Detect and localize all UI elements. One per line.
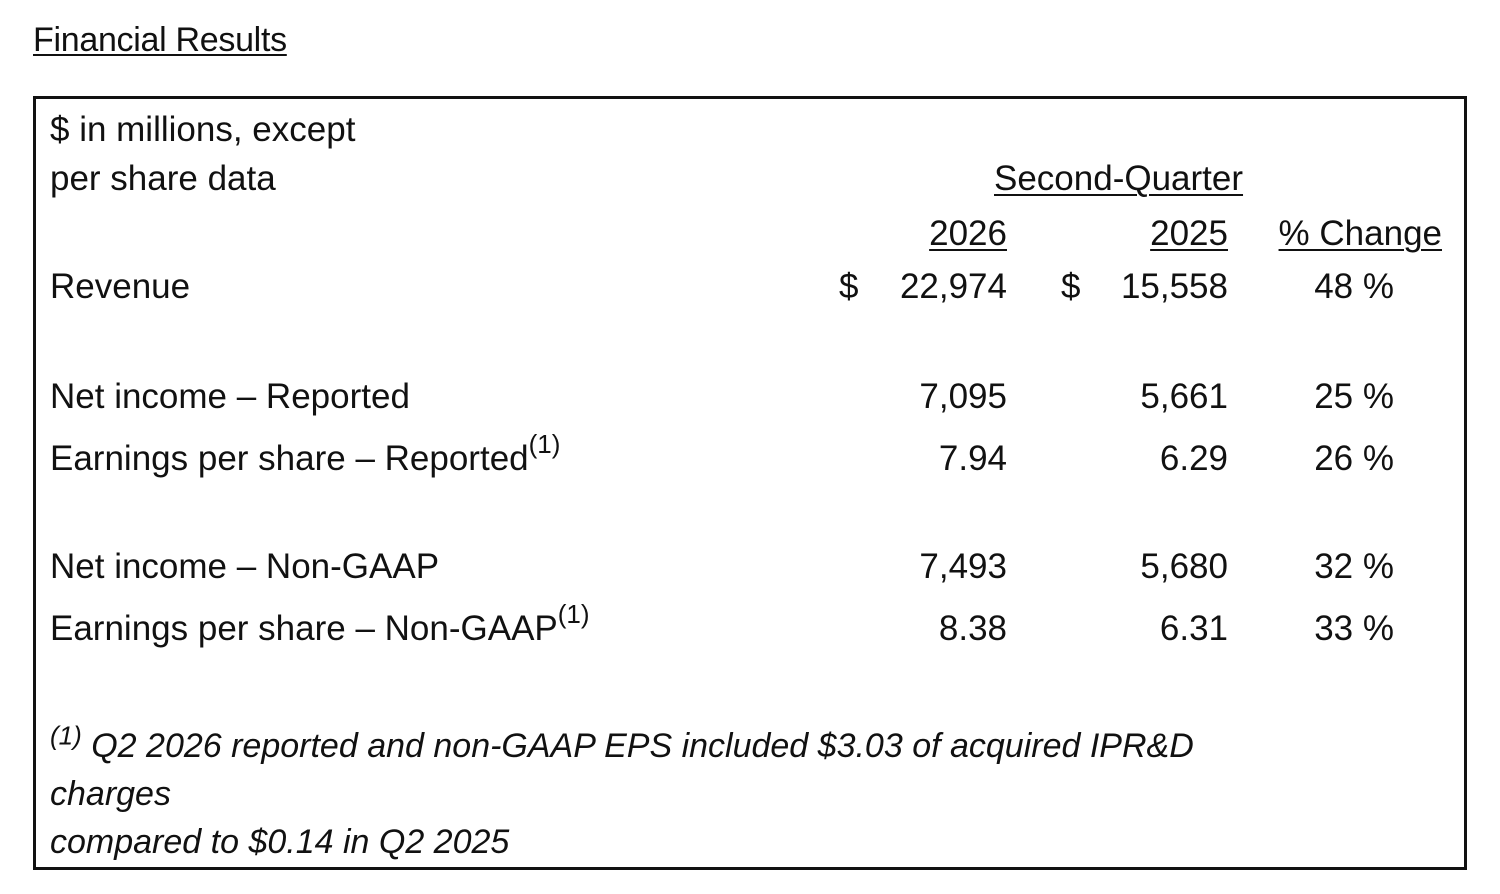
column-header-2026: 2026: [929, 214, 1007, 253]
footnote: (1) Q2 2026 reported and non-GAAP EPS in…: [50, 722, 1430, 866]
row-label: Net income – Reported: [50, 377, 410, 416]
footnote-text: Q2 2026 reported and non-GAAP EPS includ…: [81, 727, 1194, 765]
financial-results-table: $ in millions, except per share data Sec…: [33, 96, 1467, 870]
value-2026: 7.94: [938, 439, 1007, 478]
value-change: 26 %: [1314, 439, 1394, 478]
value-2025: 15,558: [1120, 267, 1228, 306]
row-label-text: Earnings per share – Non-GAAP: [50, 609, 558, 648]
page-title: Financial Results: [33, 21, 287, 59]
value-2026: 7,493: [919, 547, 1007, 586]
column-header-change: % Change: [1278, 214, 1442, 253]
value-2026: 8.38: [938, 609, 1007, 648]
value-change: 48 %: [1314, 267, 1394, 306]
value-2026: 7,095: [919, 377, 1007, 416]
row-label-text: Earnings per share – Reported: [50, 439, 529, 478]
period-header: Second-Quarter: [994, 159, 1244, 198]
column-header-2025: 2025: [1150, 214, 1228, 253]
unit-description-line1: $ in millions, except: [50, 110, 356, 149]
value-2025: 5,680: [1140, 547, 1228, 586]
value-change: 32 %: [1314, 547, 1394, 586]
value-2026: 22,974: [899, 267, 1007, 306]
footnote-line2: charges: [50, 775, 171, 813]
row-label: Earnings per share – Reported(1): [50, 431, 560, 480]
footnote-line3: compared to $0.14 in Q2 2025: [50, 823, 510, 861]
value-2025: 6.29: [1159, 439, 1228, 478]
currency-symbol: $: [1061, 267, 1081, 306]
footnote-marker: (1): [557, 599, 590, 630]
value-2025: 6.31: [1159, 609, 1228, 648]
currency-symbol: $: [839, 267, 859, 306]
row-label: Earnings per share – Non-GAAP(1): [50, 601, 590, 650]
value-change: 33 %: [1314, 609, 1394, 648]
row-label: Net income – Non-GAAP: [50, 547, 440, 586]
value-2025: 5,661: [1140, 377, 1228, 416]
footnote-marker: (1): [528, 429, 561, 460]
value-change: 25 %: [1314, 377, 1394, 416]
footnote-line1: (1) Q2 2026 reported and non-GAAP EPS in…: [50, 722, 1430, 770]
footnote-marker: (1): [50, 720, 82, 751]
row-label: Revenue: [50, 267, 191, 306]
unit-description-line2: per share data: [50, 159, 276, 198]
